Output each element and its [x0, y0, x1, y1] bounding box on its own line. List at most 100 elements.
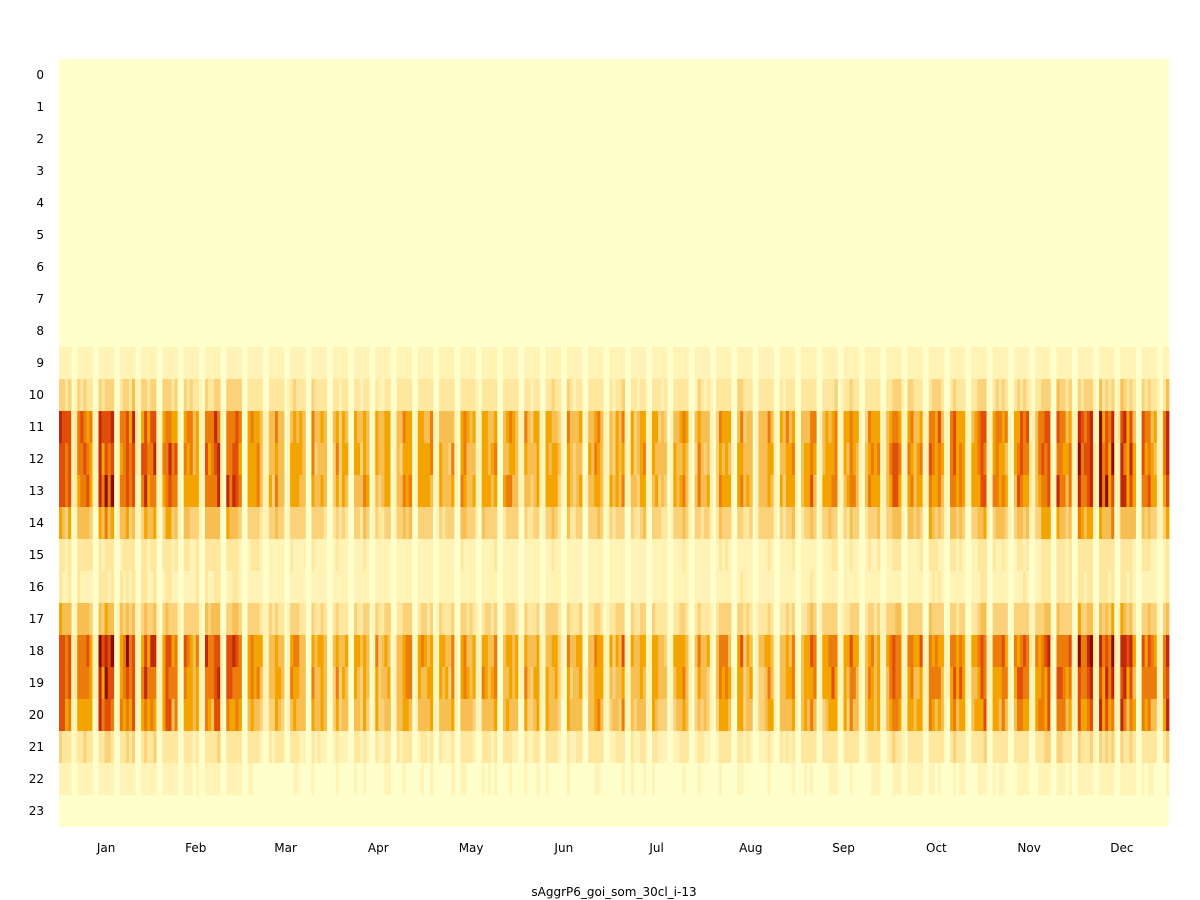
heatmap-cell — [794, 699, 799, 732]
heatmap-cell — [694, 539, 699, 572]
heatmap-cell — [366, 763, 370, 796]
heatmap-cell — [183, 475, 188, 508]
heatmap-cell — [183, 347, 188, 380]
heatmap-cell — [728, 539, 732, 572]
heatmap-cell — [384, 699, 388, 732]
heatmap-cell — [487, 667, 492, 700]
heatmap-cell — [512, 539, 516, 572]
heatmap-cell — [460, 603, 464, 636]
heatmap-cell — [1089, 763, 1094, 796]
heatmap-cell — [186, 571, 191, 604]
heatmap-cell — [718, 699, 723, 732]
heatmap-cell — [743, 667, 747, 700]
heatmap-cell — [451, 475, 455, 508]
heatmap-cell — [788, 539, 793, 572]
heatmap-cell — [703, 507, 708, 540]
heatmap-cell — [731, 443, 735, 476]
heatmap-cell — [262, 379, 267, 412]
heatmap-cell — [405, 699, 410, 732]
heatmap-cell — [974, 475, 978, 508]
heatmap-cell — [968, 667, 972, 700]
heatmap-cell — [268, 699, 273, 732]
heatmap-cell — [512, 699, 516, 732]
heatmap-cell — [670, 443, 674, 476]
heatmap-cell — [454, 507, 458, 540]
y-tick-label: 6 — [36, 260, 44, 274]
heatmap-cell — [338, 443, 343, 476]
heatmap-cell — [384, 667, 388, 700]
heatmap-cell — [125, 443, 130, 476]
heatmap-cell — [59, 443, 63, 476]
heatmap-cell — [147, 635, 151, 668]
heatmap-cell — [232, 763, 236, 796]
heatmap-cell — [791, 411, 796, 444]
heatmap-cell — [846, 571, 851, 604]
heatmap-cell — [852, 443, 857, 476]
heatmap-cell — [1047, 635, 1051, 668]
heatmap-cell — [62, 379, 66, 412]
heatmap-cell — [436, 603, 440, 636]
heatmap-cell — [746, 443, 750, 476]
heatmap-cell — [192, 667, 197, 700]
heatmap-cell — [1092, 539, 1097, 572]
heatmap-cell — [791, 731, 796, 764]
heatmap-cell — [551, 411, 556, 444]
heatmap-cell — [472, 699, 477, 732]
x-tick-label: Aug — [739, 841, 762, 855]
heatmap-cell — [718, 539, 723, 572]
heatmap-cell — [731, 635, 735, 668]
heatmap-cell — [940, 379, 945, 412]
heatmap-cell — [487, 603, 492, 636]
heatmap-cell — [785, 667, 790, 700]
heatmap-cell — [883, 475, 887, 508]
heatmap-cell — [779, 443, 784, 476]
heatmap-cell — [1035, 667, 1039, 700]
heatmap-cell — [357, 731, 361, 764]
heatmap-cell — [1047, 667, 1051, 700]
heatmap-cell — [183, 571, 188, 604]
heatmap-cell — [426, 507, 431, 540]
heatmap-cell — [74, 443, 78, 476]
heatmap-cell — [189, 731, 194, 764]
heatmap-cell — [931, 571, 936, 604]
heatmap-cell — [977, 667, 981, 700]
heatmap-cell — [910, 443, 914, 476]
heatmap-cell — [1068, 443, 1073, 476]
heatmap-cell — [928, 667, 933, 700]
heatmap-cell — [512, 347, 516, 380]
heatmap-cell — [521, 443, 525, 476]
heatmap-cell — [314, 443, 318, 476]
heatmap-cell — [493, 763, 498, 796]
heatmap-cell — [1120, 571, 1124, 604]
heatmap-cell — [989, 475, 994, 508]
heatmap-cell — [959, 731, 963, 764]
heatmap-cell — [1086, 443, 1091, 476]
heatmap-cell — [652, 763, 656, 796]
heatmap-cell — [767, 411, 772, 444]
heatmap-cell — [807, 603, 811, 636]
heatmap-cell — [977, 571, 981, 604]
heatmap-cell — [782, 347, 787, 380]
heatmap-cell — [636, 379, 641, 412]
heatmap-cell — [849, 635, 854, 668]
heatmap-cell — [545, 603, 550, 636]
heatmap-cell — [682, 635, 686, 668]
heatmap-cell — [864, 379, 869, 412]
heatmap-cell — [338, 571, 343, 604]
heatmap-cell — [423, 379, 428, 412]
heatmap-cell — [141, 475, 145, 508]
heatmap-cell — [317, 411, 321, 444]
heatmap-cell — [80, 507, 84, 540]
heatmap-cell — [834, 667, 838, 700]
heatmap-cell — [299, 731, 303, 764]
heatmap-cell — [229, 443, 233, 476]
heatmap-cell — [195, 539, 200, 572]
heatmap-cell — [971, 507, 975, 540]
heatmap-cell — [98, 411, 102, 444]
heatmap-cell — [880, 635, 884, 668]
heatmap-cell — [353, 667, 358, 700]
heatmap-cell — [171, 347, 175, 380]
heatmap-cell — [557, 571, 562, 604]
heatmap-cell — [913, 475, 917, 508]
heatmap-cell — [122, 699, 127, 732]
